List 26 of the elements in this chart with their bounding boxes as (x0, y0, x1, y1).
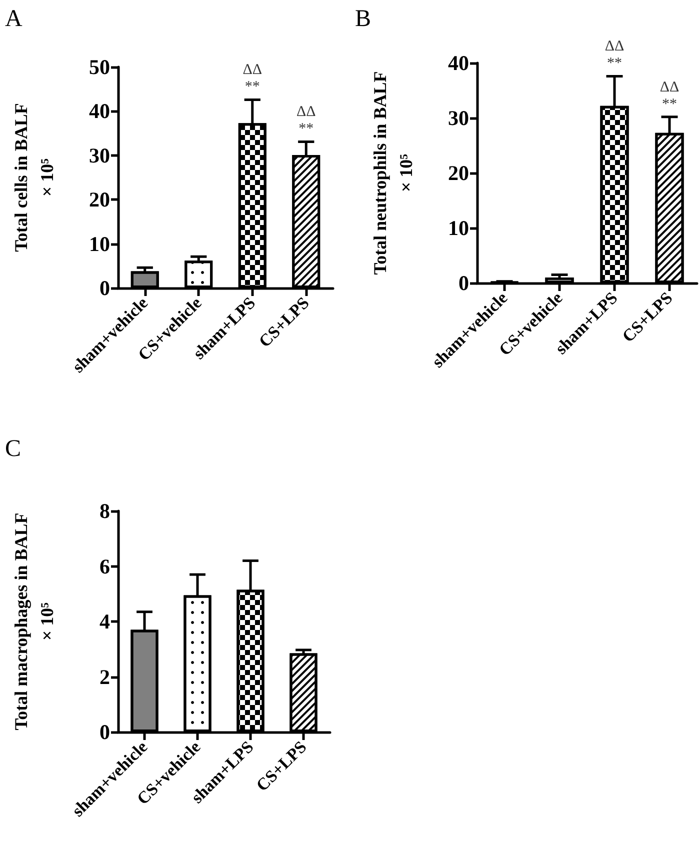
y-tick-label: 8 (100, 499, 110, 523)
annotation: ΔΔ ** (296, 104, 316, 138)
y-tick-label: 20 (89, 188, 110, 212)
chart-title: C (5, 436, 22, 462)
y-tick-label: 10 (89, 232, 110, 256)
y-tick-label: 40 (448, 51, 469, 75)
y-tick-label: 0 (458, 271, 469, 295)
y-tick-label: 4 (100, 610, 110, 634)
y-tick-label: 0 (100, 276, 110, 300)
annotation: ΔΔ ** (242, 62, 262, 96)
annotation: ΔΔ ** (604, 38, 624, 72)
y-axis-title: Total neutrophils in BALF × 10⁵ (370, 71, 416, 275)
chart-title: A (5, 6, 23, 32)
y-tick-label: 20 (448, 161, 469, 185)
y-tick-label: 40 (89, 99, 110, 124)
y-tick-label: 30 (448, 106, 469, 130)
y-axis-title: Total cells in BALF × 10⁵ (11, 103, 57, 252)
y-tick-label: 2 (100, 664, 110, 689)
annotation: ΔΔ ** (660, 79, 680, 112)
y-tick-label: 10 (448, 216, 469, 240)
y-tick-label: 0 (100, 720, 110, 744)
chart-title: B (355, 6, 372, 32)
y-tick-label: 6 (100, 554, 110, 578)
y-tick-label: 30 (89, 143, 110, 168)
y-axis-title: Total macrophages in BALF × 10⁵ (11, 512, 57, 730)
y-tick-label: 50 (89, 55, 110, 79)
